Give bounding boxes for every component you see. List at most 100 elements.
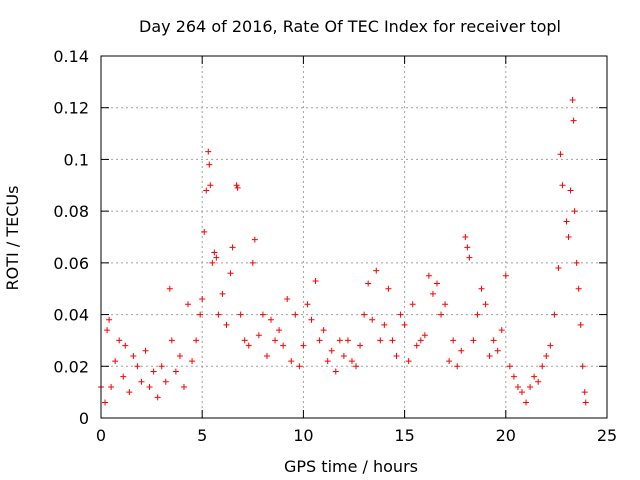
- data-point: [328, 347, 335, 354]
- data-point: [308, 316, 315, 323]
- data-point: [573, 259, 580, 266]
- data-point: [268, 316, 275, 323]
- data-point: [575, 285, 582, 292]
- data-point: [442, 301, 449, 308]
- data-point: [344, 337, 351, 344]
- data-point: [498, 327, 505, 334]
- data-point: [531, 373, 538, 380]
- data-point: [401, 321, 408, 328]
- data-point: [385, 285, 392, 292]
- data-point: [340, 352, 347, 359]
- data-point: [502, 272, 509, 279]
- data-point: [571, 208, 578, 215]
- plot-frame: [100, 55, 608, 419]
- data-point: [353, 363, 360, 370]
- data-point: [276, 327, 283, 334]
- data-point: [241, 337, 248, 344]
- data-point: [150, 368, 157, 375]
- y-axis-label: ROTI / TECUs: [3, 186, 22, 291]
- data-point: [454, 363, 461, 370]
- data-point: [466, 254, 473, 261]
- data-point: [543, 352, 550, 359]
- data-point: [251, 236, 258, 243]
- data-point: [557, 151, 564, 158]
- data-point: [559, 182, 566, 189]
- data-point: [102, 399, 109, 406]
- data-point: [154, 394, 161, 401]
- data-point: [172, 368, 179, 375]
- data-point: [249, 259, 256, 266]
- x-axis-label: GPS time / hours: [284, 457, 418, 476]
- data-point: [462, 234, 469, 240]
- data-point: [108, 383, 115, 390]
- data-point: [438, 311, 445, 318]
- data-point: [464, 244, 471, 251]
- y-tick-label: 0.12: [53, 99, 89, 118]
- data-point: [563, 218, 570, 225]
- data-point: [579, 363, 586, 370]
- data-point: [377, 337, 384, 344]
- data-point: [567, 187, 574, 194]
- data-point: [413, 342, 420, 349]
- data-point: [304, 301, 311, 308]
- data-point: [185, 301, 192, 308]
- data-point: [292, 311, 299, 318]
- data-point: [450, 337, 457, 344]
- data-point: [112, 358, 119, 365]
- data-point: [122, 342, 129, 349]
- data-point: [535, 378, 542, 385]
- data-point: [425, 272, 432, 279]
- data-point: [336, 337, 343, 344]
- data-point: [316, 337, 323, 344]
- x-tick-label: 20: [496, 426, 516, 445]
- data-point: [158, 363, 165, 370]
- data-point: [482, 301, 489, 308]
- data-point: [138, 378, 145, 385]
- data-point: [255, 332, 262, 339]
- data-point: [381, 321, 388, 328]
- data-point: [233, 182, 240, 189]
- y-tick-label: 0.02: [53, 357, 89, 376]
- data-point: [130, 352, 137, 359]
- data-point: [555, 265, 562, 272]
- data-point: [421, 332, 428, 339]
- data-point: [369, 316, 376, 323]
- data-point: [211, 249, 218, 256]
- data-point: [570, 117, 577, 124]
- y-tick-label: 0.06: [53, 254, 89, 273]
- data-point: [486, 352, 493, 359]
- data-point: [166, 285, 173, 292]
- y-tick-labels: 0 0.02 0.04 0.06 0.08 0.1 0.12 0.14: [53, 47, 89, 428]
- data-point: [518, 389, 525, 396]
- data-point: [547, 342, 554, 349]
- data-point: [237, 311, 244, 318]
- data-point: [582, 399, 589, 406]
- data-point: [405, 358, 412, 365]
- data-point: [272, 337, 279, 344]
- data-point: [474, 311, 481, 318]
- data-point: [223, 321, 230, 328]
- data-point: [565, 234, 572, 240]
- data-point: [551, 311, 558, 318]
- y-tick-label: 0.1: [64, 150, 89, 169]
- data-point: [577, 321, 584, 328]
- data-point: [162, 378, 169, 385]
- data-point: [176, 352, 183, 359]
- data-point: [389, 337, 396, 344]
- data-point: [348, 358, 355, 365]
- axis-ticks: [100, 55, 608, 419]
- data-points: [98, 96, 589, 406]
- data-point: [458, 347, 465, 354]
- data-point: [393, 352, 400, 359]
- data-point: [168, 337, 175, 344]
- data-point: [288, 358, 295, 365]
- data-point: [146, 383, 153, 390]
- data-point: [409, 301, 416, 308]
- data-point: [213, 254, 220, 261]
- data-point: [263, 352, 270, 359]
- data-point: [206, 161, 213, 168]
- data-point: [332, 368, 339, 375]
- x-tick-label: 10: [293, 426, 313, 445]
- data-point: [523, 399, 530, 406]
